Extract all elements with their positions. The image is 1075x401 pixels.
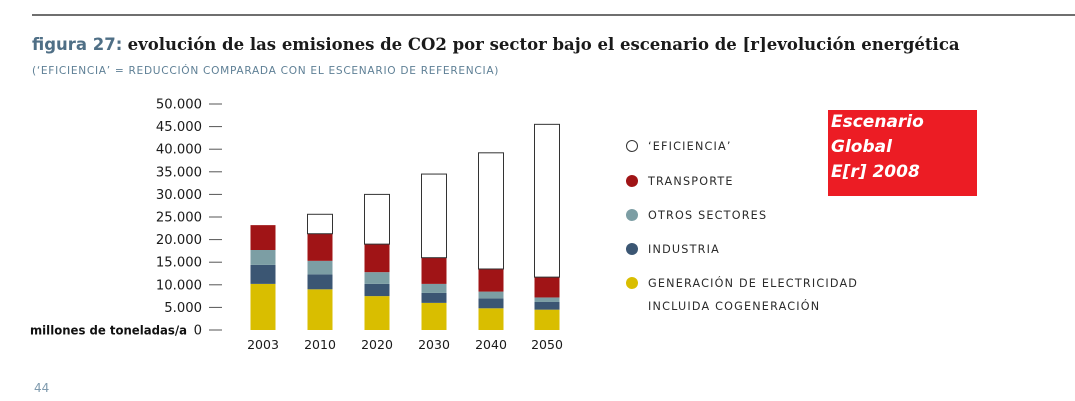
y-tick-label: 50.000	[156, 98, 202, 113]
y-tick-label: 40.000	[156, 143, 202, 158]
figure-subtitle: (‘EFICIENCIA’ = REDUCCIÓN COMPARADA CON …	[32, 65, 500, 77]
legend-swatch-transporte	[626, 175, 638, 187]
bar-segment	[478, 308, 504, 330]
bar-segment	[364, 244, 390, 273]
top-rule	[32, 14, 1075, 16]
legend-swatch-eficiencia	[626, 140, 638, 152]
x-tick-label: 2040	[475, 337, 507, 352]
bar-segment	[364, 272, 390, 284]
bar-segment	[421, 173, 447, 259]
figure-title: figura 27: evolución de las emisiones de…	[32, 35, 960, 54]
bar-segment	[250, 225, 276, 250]
bar-segment	[534, 277, 560, 298]
legend-label-eficiencia: ‘EFICIENCIA’	[648, 140, 732, 153]
figure-number: figura 27:	[32, 35, 123, 54]
badge-line-3: E[r] 2008	[831, 162, 920, 182]
bar-segment	[421, 302, 447, 330]
bar-segment	[364, 283, 390, 297]
badge-line-2: Global	[831, 137, 892, 157]
bar-segment	[364, 296, 390, 330]
bar-segment	[478, 291, 504, 299]
bar-segment	[307, 289, 333, 330]
legend-label-industria: INDUSTRIA	[648, 243, 720, 256]
legend-swatch-otros-sectores	[626, 209, 638, 221]
bar-segment	[250, 283, 276, 330]
bar-segment	[250, 249, 276, 265]
bar-segment	[478, 298, 504, 309]
y-tick-label: 25.000	[156, 211, 202, 226]
bar-segment	[421, 257, 447, 284]
bar-segment	[307, 213, 333, 235]
bar-segment	[364, 193, 390, 245]
bar-segment	[478, 152, 504, 270]
legend-label-transporte: TRANSPORTE	[648, 175, 734, 188]
y-tick-label: 5.000	[164, 301, 202, 316]
y-axis-title: millones de toneladas/a	[30, 323, 187, 338]
x-tick-label: 2010	[304, 337, 336, 352]
legend-swatch-industria	[626, 243, 638, 255]
bar-segment	[534, 297, 560, 302]
bar-segment	[534, 301, 560, 310]
scenario-badge: Escenario Global E[r] 2008	[828, 110, 977, 196]
y-tick-label: 0	[194, 324, 202, 339]
bar-segment	[478, 268, 504, 292]
y-tick-label: 30.000	[156, 188, 202, 203]
legend-swatch-generacion	[626, 277, 638, 289]
bar-segment	[534, 123, 560, 278]
x-tick-label: 2050	[531, 337, 563, 352]
badge-line-1: Escenario	[831, 112, 924, 132]
bar-segment	[421, 292, 447, 303]
y-tick-label: 35.000	[156, 165, 202, 180]
legend-label-generacion-line2: INCLUIDA COGENERACIÓN	[648, 300, 821, 313]
x-tick-label: 2020	[361, 337, 393, 352]
bar-segment	[307, 260, 333, 275]
y-tick-label: 20.000	[156, 233, 202, 248]
bar-segment	[250, 264, 276, 284]
bar-segment	[534, 309, 560, 330]
page-number: 44	[34, 381, 50, 395]
x-tick-label: 2003	[247, 337, 279, 352]
bar-segment	[421, 283, 447, 293]
y-tick-label: 45.000	[156, 120, 202, 135]
figure-title-text: evolución de las emisiones de CO2 por se…	[127, 35, 960, 54]
legend-label-generacion: GENERACIÓN DE ELECTRICIDAD	[648, 277, 859, 290]
x-tick-label: 2030	[418, 337, 450, 352]
y-tick-label: 15.000	[156, 256, 202, 271]
bar-segment	[307, 233, 333, 261]
y-tick-label: 10.000	[156, 278, 202, 293]
bar-segment	[307, 274, 333, 290]
legend-label-otros-sectores: OTROS SECTORES	[648, 209, 768, 222]
